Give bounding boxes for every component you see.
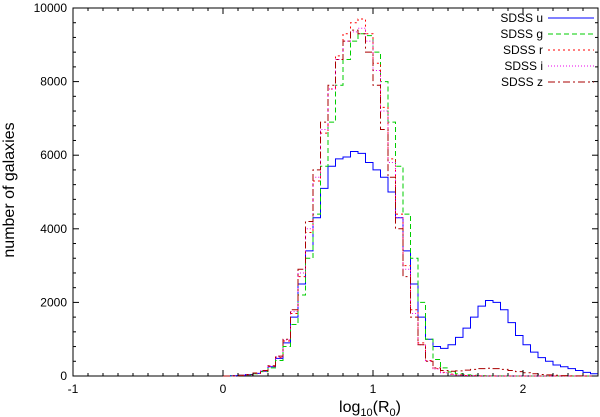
y-tick-label: 2000 [40, 295, 67, 309]
y-tick-label: 6000 [40, 148, 67, 162]
series-line-sdss-g [223, 33, 598, 377]
legend-label: SDSS r [503, 43, 543, 57]
series-line-sdss-r [223, 18, 598, 377]
y-tick-label: 0 [60, 369, 67, 383]
x-axis-title: log10(R0) [339, 399, 401, 417]
plot-frame [72, 7, 599, 377]
series-line-sdss-u [223, 151, 598, 377]
series-line-sdss-z [223, 29, 598, 377]
x-tick-label: -1 [68, 382, 79, 396]
plot-border [72, 7, 599, 377]
legend-label: SDSS g [500, 27, 543, 41]
legend-label: SDSS u [500, 11, 543, 25]
x-tick-label: 1 [370, 382, 377, 396]
y-axis-title: number of galaxies [1, 122, 18, 257]
series-layer [223, 18, 598, 377]
x-tick-label: 2 [520, 382, 527, 396]
legend-label: SDSS i [504, 59, 543, 73]
y-tick-label: 8000 [40, 75, 67, 89]
legend: SDSS u SDSS g SDSS r SDSS i SDSS z [500, 11, 594, 89]
y-tick-label: 4000 [40, 222, 67, 236]
x-tick-label: 0 [220, 382, 227, 396]
y-tick-label: 10000 [34, 1, 68, 15]
legend-label: SDSS z [501, 75, 543, 89]
series-line-sdss-i [223, 27, 598, 377]
